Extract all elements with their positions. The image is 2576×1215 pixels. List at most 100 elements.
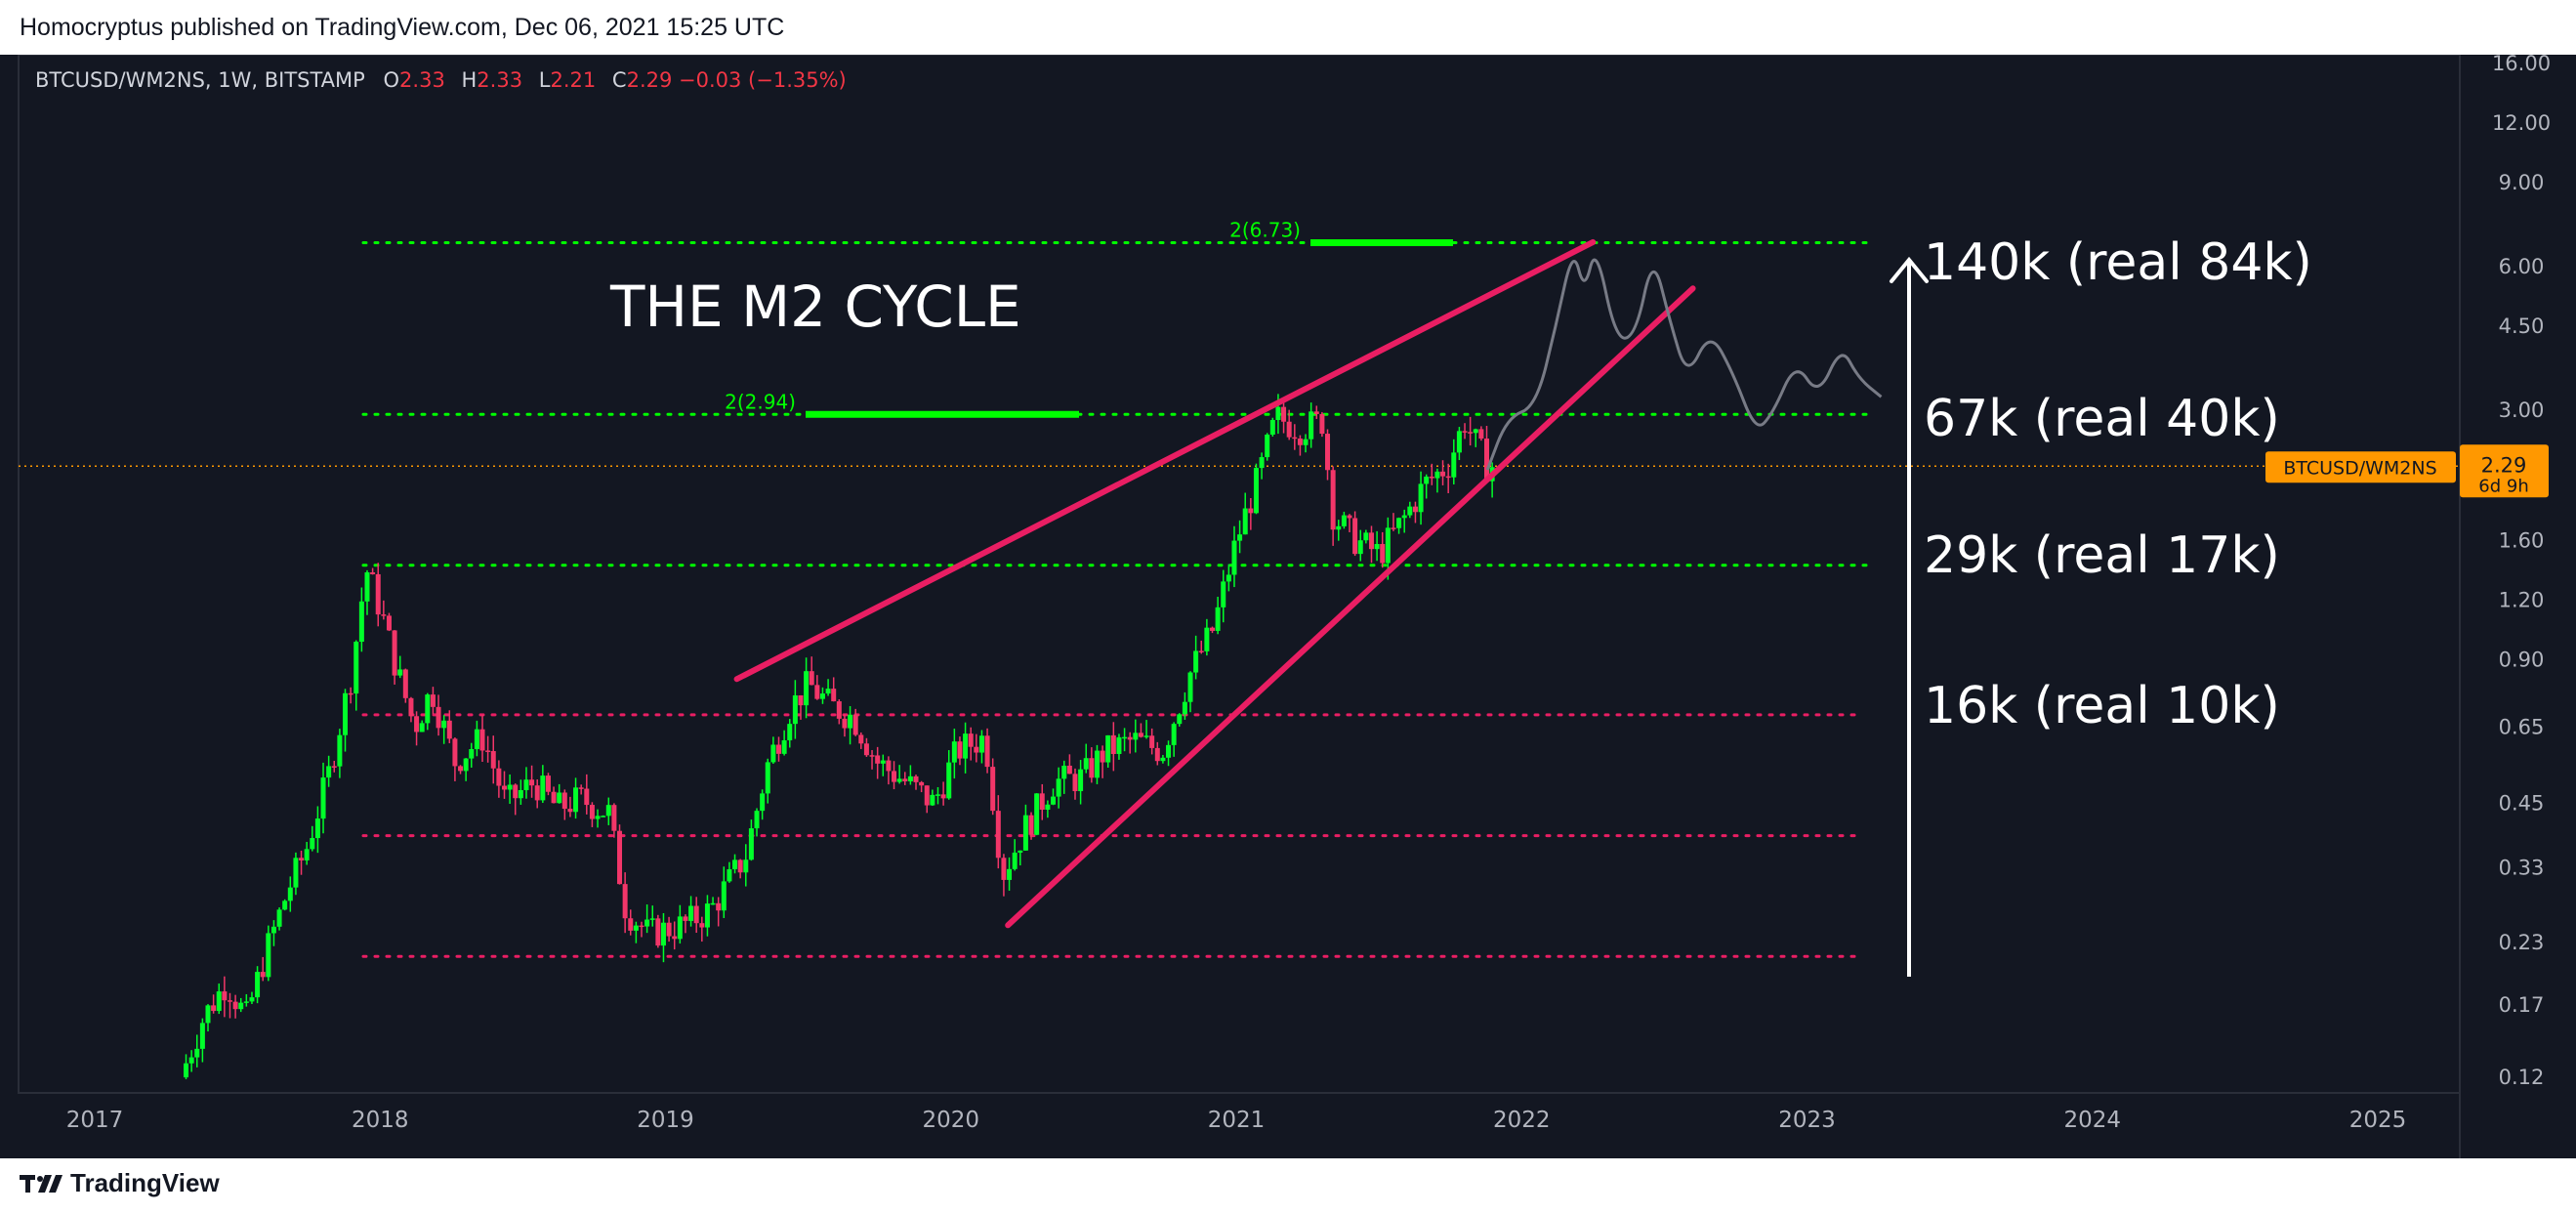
legend-symbol: BTCUSD/WM2NS, 1W, BITSTAMP (35, 68, 365, 92)
candle-body (479, 729, 485, 751)
candle-body (819, 693, 825, 699)
candle-body (1248, 508, 1254, 514)
candle-body (1468, 432, 1474, 434)
chart-background (0, 55, 2576, 1158)
candle-body (727, 869, 732, 882)
tradingview-logo[interactable]: TradingView (20, 1168, 220, 1198)
candle-body (595, 816, 601, 819)
candle-body (660, 922, 666, 946)
candle-body (392, 630, 397, 676)
candle-body (611, 805, 617, 831)
candle-body (534, 785, 540, 801)
candle-body (1401, 515, 1407, 519)
candle-body (677, 916, 683, 940)
candle-body (1072, 774, 1078, 792)
candle-body (589, 805, 595, 819)
price-tick-label: 0.23 (2499, 931, 2545, 954)
candle-body (836, 701, 842, 719)
candle-body (875, 755, 881, 764)
symbol-price-tag-label: BTCUSD/WM2NS (2283, 457, 2436, 479)
candle-body (1122, 736, 1128, 739)
price-tick-label: 0.12 (2499, 1066, 2545, 1089)
candle-body (831, 689, 837, 702)
candle-body (765, 762, 770, 794)
trendlines[interactable] (733, 238, 1696, 929)
candle-body (754, 811, 760, 829)
candle-body (353, 642, 359, 694)
candle-body (978, 735, 984, 753)
candle-body (1440, 471, 1446, 477)
candle-body (414, 716, 420, 733)
chart-svg[interactable]: 2(6.73) 2(2.94) 16.00 12.00 9.00 6.00 4.50 3.0… (0, 55, 2576, 1158)
candle-body (1143, 735, 1149, 737)
candle-body (787, 724, 793, 740)
candle-body (436, 706, 441, 729)
time-axis[interactable]: 2017 2018 2019 2020 2021 2022 2023 2024 2025 (66, 1108, 2407, 1133)
candle-body (348, 692, 353, 695)
price-axis[interactable]: 16.00 12.00 9.00 6.00 4.50 3.00 1.60 1.20 0.90 0.… (2265, 55, 2551, 1089)
candle-body (326, 766, 332, 778)
candle-body (529, 779, 535, 786)
candle-body (496, 768, 502, 786)
candle-body (776, 744, 782, 754)
price-tick-label: 0.45 (2499, 792, 2545, 816)
candle-body (863, 743, 869, 756)
chart-title: THE M2 CYCLE (609, 273, 1021, 340)
candle-body (557, 792, 562, 804)
candle-body (446, 720, 452, 739)
candle-body (601, 816, 606, 817)
candle-body (458, 766, 464, 772)
candle-body (255, 972, 261, 998)
time-tick-label: 2022 (1493, 1108, 1551, 1133)
candle-body (1303, 439, 1309, 445)
symbol-legend: BTCUSD/WM2NS, 1W, BITSTAMP O2.33 H2.33 L… (35, 68, 856, 92)
candle-body (452, 738, 458, 767)
candle-body (463, 758, 469, 772)
legend-low-value: 2.21 (550, 68, 597, 92)
candle-body (194, 1048, 200, 1058)
candle-body (1347, 515, 1352, 519)
candle-body (935, 794, 940, 796)
published-info: Homocryptus published on TradingView.com… (20, 14, 785, 41)
candle-body (1451, 452, 1457, 478)
candle-body (1215, 607, 1221, 631)
publish-header: Homocryptus published on TradingView.com… (0, 0, 2576, 55)
projection[interactable] (1485, 258, 1883, 471)
candle-body (1221, 581, 1226, 608)
candle-body (320, 777, 326, 819)
candle-body (781, 739, 787, 754)
candle-body (1352, 518, 1358, 555)
candle-body (299, 858, 305, 860)
candle-body (540, 775, 546, 801)
chart-area[interactable]: 2(6.73) 2(2.94) 16.00 12.00 9.00 6.00 4.50 3.0… (0, 55, 2576, 1158)
candle-body (370, 571, 376, 574)
candle-body (507, 784, 513, 790)
candle-body (804, 671, 810, 706)
candle-body (995, 811, 1001, 859)
candle-body (1231, 540, 1237, 575)
candle-body (666, 922, 672, 937)
price-tick-label: 16.00 (2492, 55, 2551, 75)
candle-body (748, 828, 754, 860)
candle-body (644, 919, 650, 927)
candle-body (1319, 413, 1325, 435)
tradingview-logo-text: TradingView (70, 1168, 220, 1197)
candle-body (974, 746, 979, 753)
candle-body (1297, 439, 1303, 445)
candle-body (1445, 476, 1451, 479)
candle-body (1357, 540, 1363, 555)
candle-body (1418, 483, 1424, 513)
candle-body (1127, 736, 1133, 740)
candle-body (1429, 476, 1434, 479)
candle-body (1412, 506, 1418, 513)
candle-body (331, 766, 337, 768)
candle-body (441, 720, 447, 729)
candle-body (293, 858, 299, 888)
trendline (1005, 285, 1696, 929)
candle-body (1292, 437, 1298, 440)
candle-body (1209, 627, 1215, 631)
price-axis-tag-value: 2.29 (2481, 453, 2527, 477)
candle-body (222, 991, 228, 1001)
candle-body (375, 573, 381, 615)
candle-body (639, 925, 644, 928)
